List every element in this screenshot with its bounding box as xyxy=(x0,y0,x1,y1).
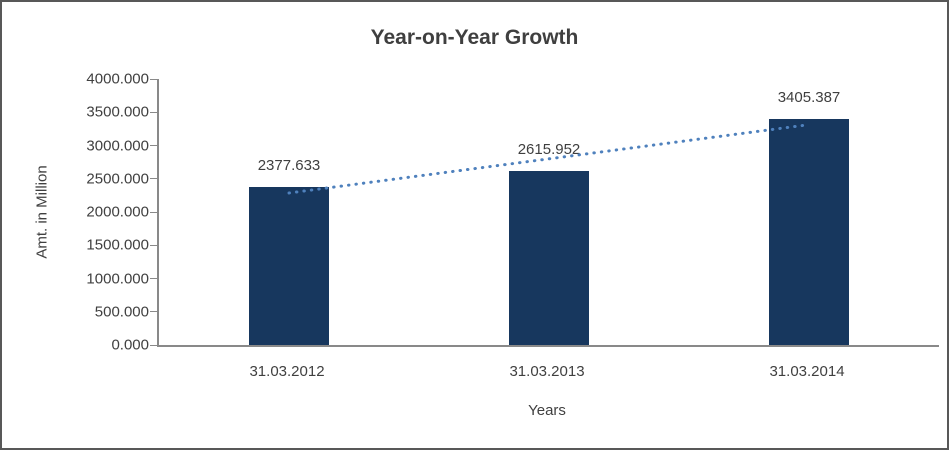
x-tick-label: 31.03.2012 xyxy=(249,363,325,380)
y-tick-label: 3500.000 xyxy=(86,103,149,121)
y-tick-label: 3000.000 xyxy=(86,137,149,154)
y-tick-label: 4000.000 xyxy=(86,70,149,88)
y-tick-mark xyxy=(150,278,157,279)
trendline-segment xyxy=(287,123,811,195)
x-tick-label: 31.03.2014 xyxy=(769,363,845,380)
y-tick-mark xyxy=(150,344,157,346)
data-label: 2615.952 xyxy=(517,141,581,159)
y-tick-mark xyxy=(150,178,157,180)
x-axis-labels: 31.03.2012 31.03.2013 31.03.2014 xyxy=(157,363,937,383)
y-tick-label: 1500.000 xyxy=(86,236,149,254)
y-tick-mark xyxy=(150,111,157,113)
bar-31.03.2013 xyxy=(509,171,589,345)
plot-area: 2377.633 2615.952 3405.387 xyxy=(150,78,939,347)
data-label: 2377.633 xyxy=(257,156,321,174)
y-tick-label: 500.000 xyxy=(94,303,149,321)
y-tick-mark xyxy=(150,244,157,246)
trendline xyxy=(287,123,811,195)
y-tick-mark xyxy=(150,311,157,313)
y-tick-mark xyxy=(150,211,157,213)
x-tick-label: 31.03.2013 xyxy=(509,363,585,380)
y-tick-label: 1000.000 xyxy=(86,270,149,287)
data-label: 3405.387 xyxy=(777,88,841,106)
y-axis: 0.000 500.000 1000.000 1500.000 2000.000 2500… xyxy=(2,71,149,354)
bar-31.03.2012 xyxy=(249,186,329,345)
x-axis-title: Years xyxy=(528,402,566,419)
y-tick-mark xyxy=(150,145,157,146)
chart-title: Year-on-Year Growth xyxy=(370,26,579,49)
y-tick-label: 2500.000 xyxy=(86,170,149,188)
y-tick-label: 2000.000 xyxy=(86,203,149,221)
y-tick-label: 0.000 xyxy=(111,336,149,354)
bar-31.03.2014 xyxy=(769,118,849,345)
y-tick-mark xyxy=(150,78,157,80)
